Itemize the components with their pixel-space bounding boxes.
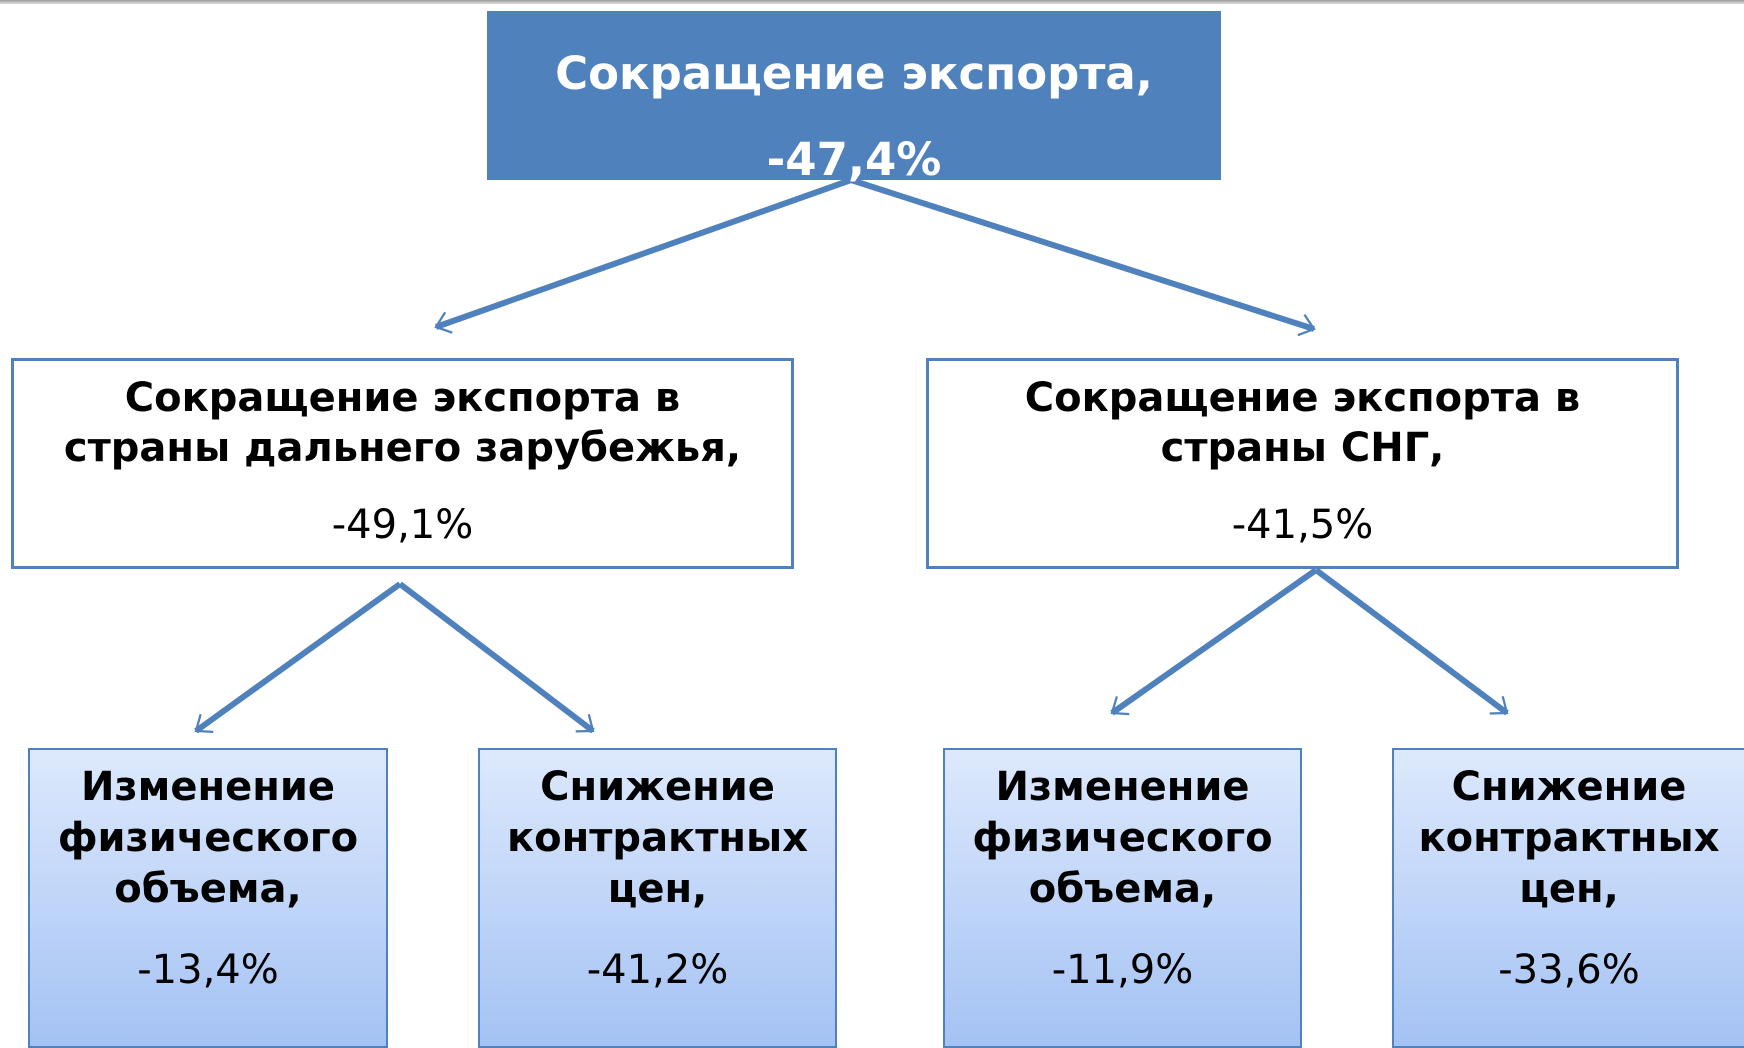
node-title: объема, bbox=[1028, 866, 1217, 912]
node-value: -13,4% bbox=[137, 947, 279, 993]
node-value: -47,4% bbox=[766, 133, 942, 186]
node-title: Сокращение экспорта в bbox=[124, 375, 681, 421]
arrow bbox=[194, 581, 402, 734]
arrow bbox=[434, 177, 853, 334]
node-title: объема, bbox=[114, 866, 302, 912]
node-title: контрактных bbox=[1418, 815, 1720, 861]
node-title: Снижение bbox=[1451, 764, 1687, 810]
node-value: -41,2% bbox=[586, 947, 729, 993]
node-title: Снижение bbox=[540, 764, 775, 810]
node-title: цен, bbox=[1519, 866, 1619, 912]
root-node: Сокращение экспорта, -47,4% bbox=[487, 11, 1221, 186]
node-title: контрактных bbox=[506, 815, 808, 861]
arrow bbox=[1110, 567, 1318, 716]
arrow bbox=[850, 177, 1316, 337]
node-title: Сокращение экспорта, bbox=[555, 47, 1153, 100]
leaf-node: Снижение контрактных цен, -33,6% bbox=[1392, 748, 1744, 1048]
node-title: Сокращение экспорта в bbox=[1024, 375, 1581, 421]
leaf-node: Изменение физического объема, -11,9% bbox=[943, 748, 1302, 1048]
node-value: -49,1% bbox=[331, 502, 474, 548]
node-title: Изменение bbox=[995, 764, 1250, 810]
node-title: физического bbox=[57, 815, 359, 861]
mid-node: Сокращение экспорта в страны СНГ, -41,5% bbox=[926, 358, 1679, 569]
leaf-node: Изменение физического объема, -13,4% bbox=[28, 748, 388, 1048]
node-title: цен, bbox=[607, 866, 708, 912]
node-value: -33,6% bbox=[1498, 947, 1640, 993]
arrow bbox=[398, 581, 595, 734]
node-title: страны дальнего зарубежья, bbox=[63, 425, 742, 471]
arrow bbox=[1314, 567, 1509, 716]
node-value: -41,5% bbox=[1231, 502, 1374, 548]
mid-node: Сокращение экспорта в страны дальнего за… bbox=[11, 358, 794, 569]
node-title: страны СНГ, bbox=[1160, 425, 1445, 471]
top-rule bbox=[0, 0, 1744, 4]
node-title: Изменение bbox=[80, 764, 336, 810]
node-title: физического bbox=[972, 815, 1273, 861]
leaf-node: Снижение контрактных цен, -41,2% bbox=[478, 748, 837, 1048]
node-value: -11,9% bbox=[1051, 947, 1194, 993]
